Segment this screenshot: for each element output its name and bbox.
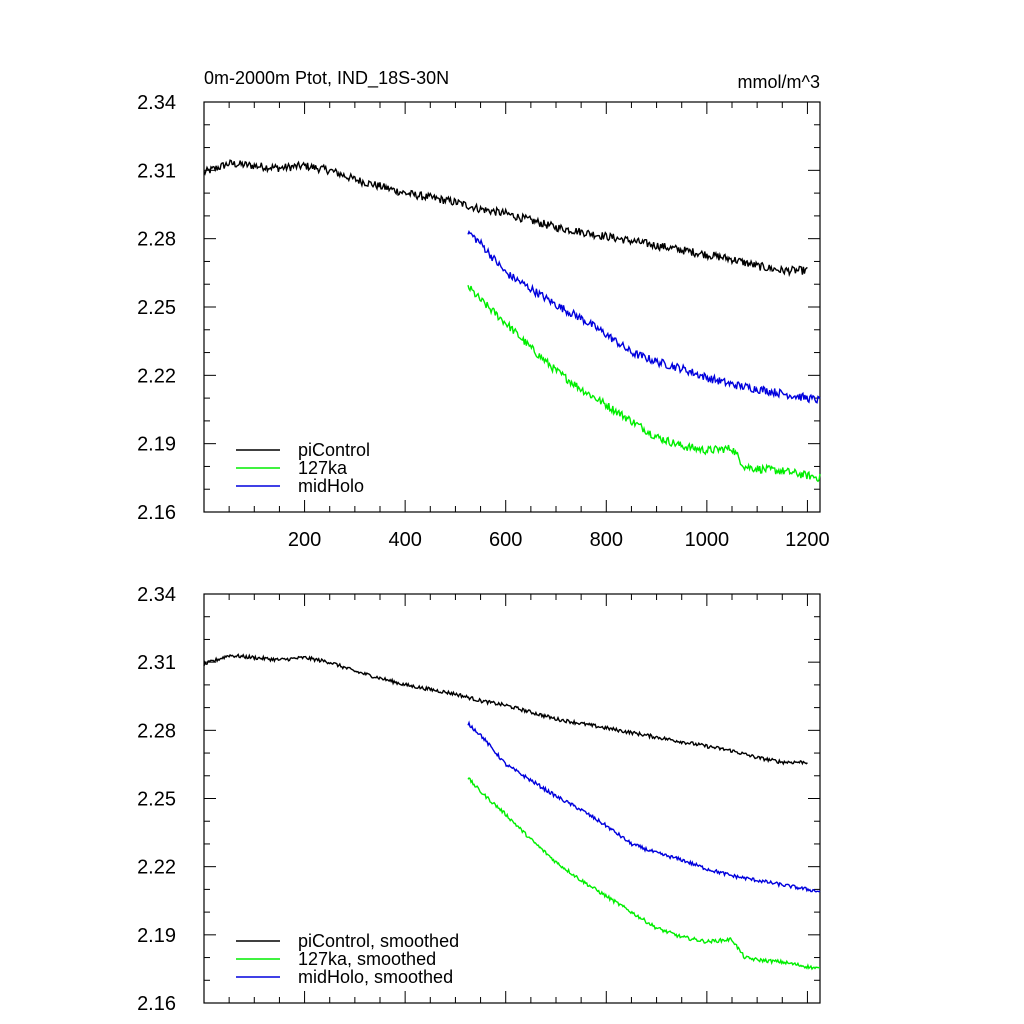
y-tick-label: 2.16 [137,502,176,524]
x-tick-label: 600 [489,529,522,551]
y-tick-label: 2.25 [137,297,176,319]
x-tick-label: 400 [388,529,421,551]
legend-label: 127ka, smoothed [298,949,436,969]
y-tick-label: 2.34 [137,92,176,114]
legend-label: midHolo [298,476,364,496]
y-tick-label: 2.34 [137,584,176,606]
x-tick-label: 800 [590,529,623,551]
series-line-127ka [467,777,820,971]
series-line-midholo [467,230,821,404]
plot-frame [203,593,821,1004]
bottom-panel: 2.16 2.19 2.22 2.25 2.28 2.31 2.34 piControl, s… [137,584,821,1015]
x-tick-label: 1000 [685,529,730,551]
y-tick-label: 2.31 [137,160,176,182]
series-line-midholo [467,720,821,893]
y-tick-label: 2.16 [137,993,176,1015]
series-line-127ka [467,285,821,483]
y-tick-label: 2.19 [137,925,176,947]
top-panel: 200 400 600 800 1000 1200 2.16 2.19 2.22 2.25 2.28… [137,92,830,551]
y-tick-label: 2.28 [137,229,176,251]
legend-label: midHolo, smoothed [298,967,453,987]
legend-label: 127ka [298,458,348,478]
y-tick-label: 2.19 [137,434,176,456]
y-tick-label: 2.22 [137,365,176,387]
y-tick-label: 2.22 [137,857,176,879]
chart-title: 0m-2000m Ptot, IND_18S-30N [204,68,449,89]
y-tick-label: 2.31 [137,652,176,674]
y-tick-label: 2.28 [137,720,176,742]
units-label: mmol/m^3 [738,72,820,92]
legend-label: piControl, smoothed [298,931,459,951]
series-line-picontrol [203,653,808,766]
series-line-picontrol [203,159,808,278]
x-tick-label: 200 [288,529,321,551]
legend-label: piControl [298,440,370,460]
y-tick-label: 2.25 [137,789,176,811]
x-tick-label: 1200 [785,529,830,551]
